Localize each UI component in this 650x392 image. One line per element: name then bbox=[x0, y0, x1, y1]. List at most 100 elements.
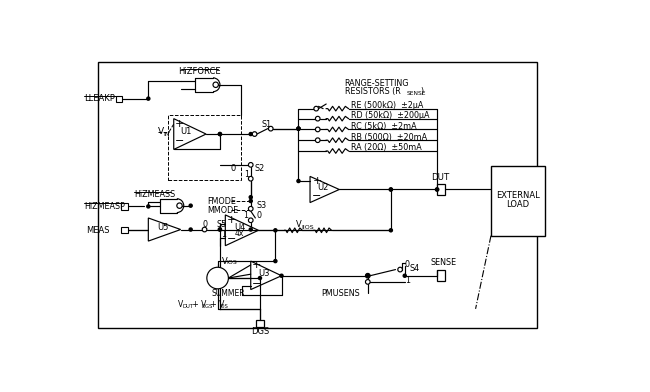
Bar bbox=[122, 203, 127, 209]
Bar bbox=[116, 96, 122, 102]
Text: LOAD: LOAD bbox=[506, 200, 530, 209]
Circle shape bbox=[248, 163, 253, 167]
Circle shape bbox=[389, 188, 393, 191]
Circle shape bbox=[366, 274, 369, 277]
Text: RE (500kΩ)  ±2μA: RE (500kΩ) ±2μA bbox=[351, 101, 423, 110]
Circle shape bbox=[213, 82, 218, 87]
Circle shape bbox=[189, 204, 192, 207]
Text: RA (20Ω)  ±50mA: RA (20Ω) ±50mA bbox=[351, 143, 422, 152]
Circle shape bbox=[249, 200, 252, 203]
Circle shape bbox=[274, 229, 277, 232]
Circle shape bbox=[315, 127, 320, 132]
Text: ): ) bbox=[420, 87, 423, 96]
Text: + V: + V bbox=[209, 301, 225, 310]
Text: V: V bbox=[222, 257, 227, 266]
Circle shape bbox=[218, 228, 222, 231]
Circle shape bbox=[315, 138, 320, 143]
Circle shape bbox=[268, 126, 273, 131]
Circle shape bbox=[189, 228, 192, 231]
Polygon shape bbox=[310, 176, 339, 203]
Text: +: + bbox=[176, 119, 185, 129]
Text: U3: U3 bbox=[259, 269, 270, 278]
Text: S3: S3 bbox=[256, 201, 266, 210]
Text: DGS: DGS bbox=[202, 304, 213, 309]
Bar bbox=[122, 227, 127, 233]
Text: SENSE: SENSE bbox=[431, 258, 457, 267]
Text: 1: 1 bbox=[244, 170, 250, 179]
Circle shape bbox=[249, 196, 252, 199]
Circle shape bbox=[436, 188, 439, 191]
Circle shape bbox=[248, 218, 253, 223]
Text: IOS: IOS bbox=[227, 260, 238, 265]
Text: EXTERNAL: EXTERNAL bbox=[496, 191, 540, 200]
Text: HiZFORCE: HiZFORCE bbox=[178, 67, 220, 76]
Text: RC (5kΩ)  ±2mA: RC (5kΩ) ±2mA bbox=[351, 122, 417, 131]
Circle shape bbox=[280, 274, 283, 277]
Circle shape bbox=[297, 127, 300, 130]
Text: V: V bbox=[296, 220, 302, 229]
Circle shape bbox=[259, 276, 261, 279]
Text: PMUSENS: PMUSENS bbox=[322, 289, 360, 298]
Circle shape bbox=[403, 274, 406, 277]
Text: RANGE-SETTING: RANGE-SETTING bbox=[344, 80, 410, 89]
Text: DGS: DGS bbox=[251, 327, 269, 336]
Text: + V: + V bbox=[190, 301, 206, 310]
Text: 0: 0 bbox=[202, 220, 207, 229]
Circle shape bbox=[249, 228, 252, 231]
Text: IN: IN bbox=[163, 132, 170, 136]
Circle shape bbox=[274, 260, 277, 263]
Text: $\Sigma$: $\Sigma$ bbox=[213, 270, 223, 286]
Polygon shape bbox=[226, 215, 259, 246]
Circle shape bbox=[147, 205, 150, 208]
Polygon shape bbox=[174, 119, 206, 149]
Text: SENSE: SENSE bbox=[407, 91, 426, 96]
Text: SUMMER: SUMMER bbox=[211, 289, 245, 298]
Text: 1: 1 bbox=[222, 230, 226, 239]
Circle shape bbox=[389, 229, 393, 232]
Bar bbox=[437, 184, 445, 195]
Bar bbox=[491, 166, 545, 236]
Bar bbox=[168, 115, 240, 180]
Circle shape bbox=[147, 97, 150, 100]
Text: 4x: 4x bbox=[235, 229, 244, 238]
Circle shape bbox=[248, 176, 253, 181]
Text: V: V bbox=[157, 127, 164, 136]
Text: −: − bbox=[227, 234, 236, 244]
Bar bbox=[256, 319, 264, 327]
Circle shape bbox=[297, 127, 300, 130]
Text: LLEAKP: LLEAKP bbox=[84, 94, 115, 103]
Bar bbox=[437, 270, 445, 281]
Text: V: V bbox=[177, 301, 183, 310]
Text: MMODE: MMODE bbox=[207, 206, 239, 215]
Circle shape bbox=[218, 132, 222, 136]
Circle shape bbox=[207, 267, 228, 289]
Text: DUT: DUT bbox=[431, 173, 449, 182]
Text: IIOS: IIOS bbox=[302, 225, 314, 230]
Text: 0: 0 bbox=[405, 260, 410, 269]
Text: −: − bbox=[313, 191, 322, 201]
Bar bbox=[98, 62, 537, 328]
Text: U2: U2 bbox=[318, 183, 329, 192]
Circle shape bbox=[314, 106, 318, 111]
Circle shape bbox=[315, 116, 320, 121]
Text: −: − bbox=[176, 136, 185, 146]
Circle shape bbox=[297, 127, 300, 130]
Circle shape bbox=[248, 207, 253, 211]
Circle shape bbox=[177, 203, 182, 209]
Text: 0: 0 bbox=[231, 164, 236, 173]
Text: S5: S5 bbox=[217, 220, 227, 229]
Text: U1: U1 bbox=[181, 127, 192, 136]
Circle shape bbox=[365, 279, 370, 284]
Circle shape bbox=[252, 132, 257, 136]
Polygon shape bbox=[148, 218, 181, 241]
Text: S1: S1 bbox=[261, 120, 272, 129]
Text: U4: U4 bbox=[235, 223, 246, 232]
Text: U5: U5 bbox=[157, 223, 169, 232]
Text: DUT: DUT bbox=[182, 304, 193, 309]
Text: RB (500Ω)  ±20mA: RB (500Ω) ±20mA bbox=[351, 132, 427, 142]
Text: RESISTORS (R: RESISTORS (R bbox=[344, 87, 400, 96]
Circle shape bbox=[218, 228, 222, 231]
Text: +: + bbox=[252, 260, 262, 270]
Circle shape bbox=[398, 267, 402, 272]
Text: S4: S4 bbox=[410, 264, 419, 273]
